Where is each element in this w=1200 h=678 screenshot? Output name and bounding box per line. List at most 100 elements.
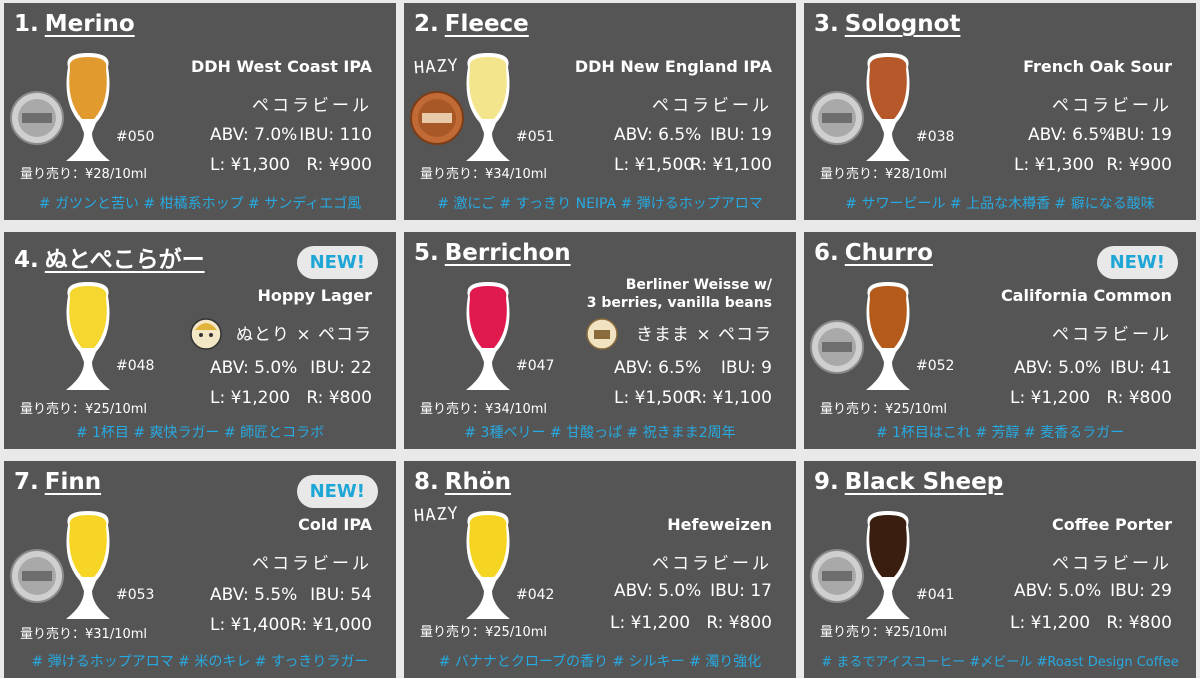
- beer-name: Fleece: [444, 11, 529, 37]
- beer-style: French Oak Sour: [1023, 57, 1172, 76]
- beer-title: 5. Berrichon: [414, 240, 571, 266]
- beer-name: Solognot: [844, 11, 961, 37]
- beer-number: 4.: [14, 247, 39, 273]
- ibu: IBU: 19: [710, 125, 772, 145]
- beer-code: #052: [916, 358, 955, 374]
- price-large: L: ¥1,300: [1014, 155, 1095, 175]
- beer-code: #053: [116, 587, 155, 603]
- price-regular: R: ¥1,100: [690, 155, 772, 175]
- price-regular: R: ¥900: [306, 155, 372, 175]
- beer-name: Churro: [844, 240, 933, 266]
- beer-title: 3. Solognot: [814, 11, 960, 37]
- measure-price: 量り売り：¥28/10ml: [820, 167, 948, 182]
- beer-card-berrichon: 5. Berrichon #047 Berliner Weisse w/ 3 be…: [404, 232, 796, 449]
- beer-title: 1. Merino: [14, 11, 135, 37]
- beer-tags: # まるでアイスコーヒー #〆ビール #Roast Design Coffee: [821, 655, 1179, 670]
- beer-name: ぬとぺこらがー: [44, 247, 205, 273]
- beer-tags: # 3種ベリー # 甘酸っぱ # 祝きまま2周年: [464, 425, 736, 441]
- beer-code: #048: [116, 358, 155, 374]
- price-regular: R: ¥900: [1106, 155, 1172, 175]
- beer-card-merino: 1. Merino #050 DDH West Coast IPA ペコラビール …: [4, 3, 396, 220]
- beer-number: 2.: [414, 11, 439, 37]
- measure-price: 量り売り：¥25/10ml: [820, 625, 948, 640]
- beer-style: Hefeweizen: [667, 515, 772, 534]
- great-beer-medal-icon: [810, 549, 864, 603]
- beer-tags: # 激にご # すっきり NEIPA # 弾けるホップアロマ: [437, 196, 763, 212]
- beer-code: #041: [916, 587, 955, 603]
- beer-code: #047: [516, 358, 555, 374]
- beer-glass-icon: [866, 282, 910, 390]
- collab-shop-logo-icon: [586, 318, 618, 350]
- brewer: ペコラビール: [252, 96, 372, 116]
- price-regular: R: ¥800: [1106, 613, 1172, 633]
- beer-glass-icon: [466, 53, 510, 161]
- brewer: きまま × ペコラ: [635, 325, 772, 345]
- beer-style-line1: Berliner Weisse w/: [625, 277, 772, 293]
- beer-tags: # サワービール # 上品な木樽香 # 癖になる酸味: [845, 196, 1155, 212]
- beer-glass-icon: [66, 53, 110, 161]
- beer-code: #050: [116, 129, 155, 145]
- beer-tags: # バナナとクローブの香り # シルキー # 濁り強化: [438, 654, 762, 670]
- measure-price: 量り売り：¥25/10ml: [420, 625, 548, 640]
- brewer: ペコラビール: [1052, 96, 1172, 116]
- brewer: ペコラビール: [1052, 554, 1172, 574]
- great-beer-medal-icon: [10, 91, 64, 145]
- measure-price: 量り売り：¥25/10ml: [20, 402, 148, 417]
- abv: ABV: 6.5%: [614, 125, 702, 145]
- beer-card-black-sheep: 9. Black Sheep #041 Coffee Porter ペコラビール …: [804, 461, 1196, 678]
- price-regular: R: ¥800: [706, 613, 772, 633]
- abv: ABV: 6.5%: [1028, 125, 1116, 145]
- beer-glass-icon: [866, 511, 910, 619]
- price-large: L: ¥1,200: [610, 613, 691, 633]
- beer-card-rhon: 8. Rhön HAZY #042 Hefeweizen ペコラビール ABV: …: [404, 461, 796, 678]
- price-large: L: ¥1,500: [614, 388, 695, 408]
- beer-card-solognot: 3. Solognot #038 French Oak Sour ペコラビール A…: [804, 3, 1196, 220]
- abv: ABV: 7.0%: [210, 125, 298, 145]
- new-badge: NEW!: [296, 475, 378, 508]
- ibu: IBU: 9: [720, 358, 772, 378]
- beer-tags: # 1杯目はこれ # 芳醇 # 麦香るラガー: [875, 425, 1125, 441]
- medal-icon: [10, 549, 64, 603]
- beer-card-churro: 6. Churro NEW! #052 California Common ペコラ…: [804, 232, 1196, 449]
- beer-number: 6.: [814, 240, 839, 266]
- beer-code: #051: [516, 129, 555, 145]
- beer-name: Finn: [44, 469, 102, 495]
- new-badge: NEW!: [1096, 246, 1178, 279]
- price-large: L: ¥1,500: [614, 155, 695, 175]
- beer-title: 4. ぬとぺこらがー: [14, 240, 205, 274]
- price-large: L: ¥1,400: [210, 615, 291, 635]
- beer-number: 5.: [414, 240, 439, 266]
- beer-number: 3.: [814, 11, 839, 37]
- ibu: IBU: 17: [710, 581, 772, 601]
- abv: ABV: 5.5%: [210, 585, 298, 605]
- beer-name: Merino: [44, 11, 135, 37]
- price-large: L: ¥1,200: [1010, 388, 1091, 408]
- abv: ABV: 5.0%: [1014, 581, 1102, 601]
- ibu: IBU: 22: [310, 358, 372, 378]
- beer-number: 8.: [414, 469, 439, 495]
- measure-price: 量り売り：¥28/10ml: [20, 167, 148, 182]
- measure-price: 量り売り：¥31/10ml: [20, 627, 148, 642]
- beer-title: 7. Finn: [14, 469, 101, 495]
- beer-glass-icon: [66, 511, 110, 619]
- beer-style: Hoppy Lager: [257, 286, 372, 305]
- beer-title: 2. Fleece: [414, 11, 529, 37]
- beer-style: DDH West Coast IPA: [190, 57, 372, 76]
- new-badge: NEW!: [296, 246, 378, 279]
- collab-character-icon: [190, 318, 222, 350]
- price-regular: R: ¥1,000: [290, 615, 372, 635]
- ibu: IBU: 110: [299, 125, 372, 145]
- beer-number: 9.: [814, 469, 839, 495]
- beer-name: Black Sheep: [844, 469, 1004, 495]
- beer-code: #042: [516, 587, 555, 603]
- beer-glass-icon: [466, 282, 510, 390]
- measure-price: 量り売り：¥34/10ml: [420, 167, 548, 182]
- beer-number: 1.: [14, 11, 39, 37]
- brewer: ペコラビール: [652, 96, 772, 116]
- beer-name: Berrichon: [444, 240, 571, 266]
- beer-glass-icon: [866, 53, 910, 161]
- beer-name: Rhön: [444, 469, 512, 495]
- beer-style: DDH New England IPA: [574, 57, 772, 76]
- brewer: ペコラビール: [652, 554, 772, 574]
- beer-style: Coffee Porter: [1052, 515, 1172, 534]
